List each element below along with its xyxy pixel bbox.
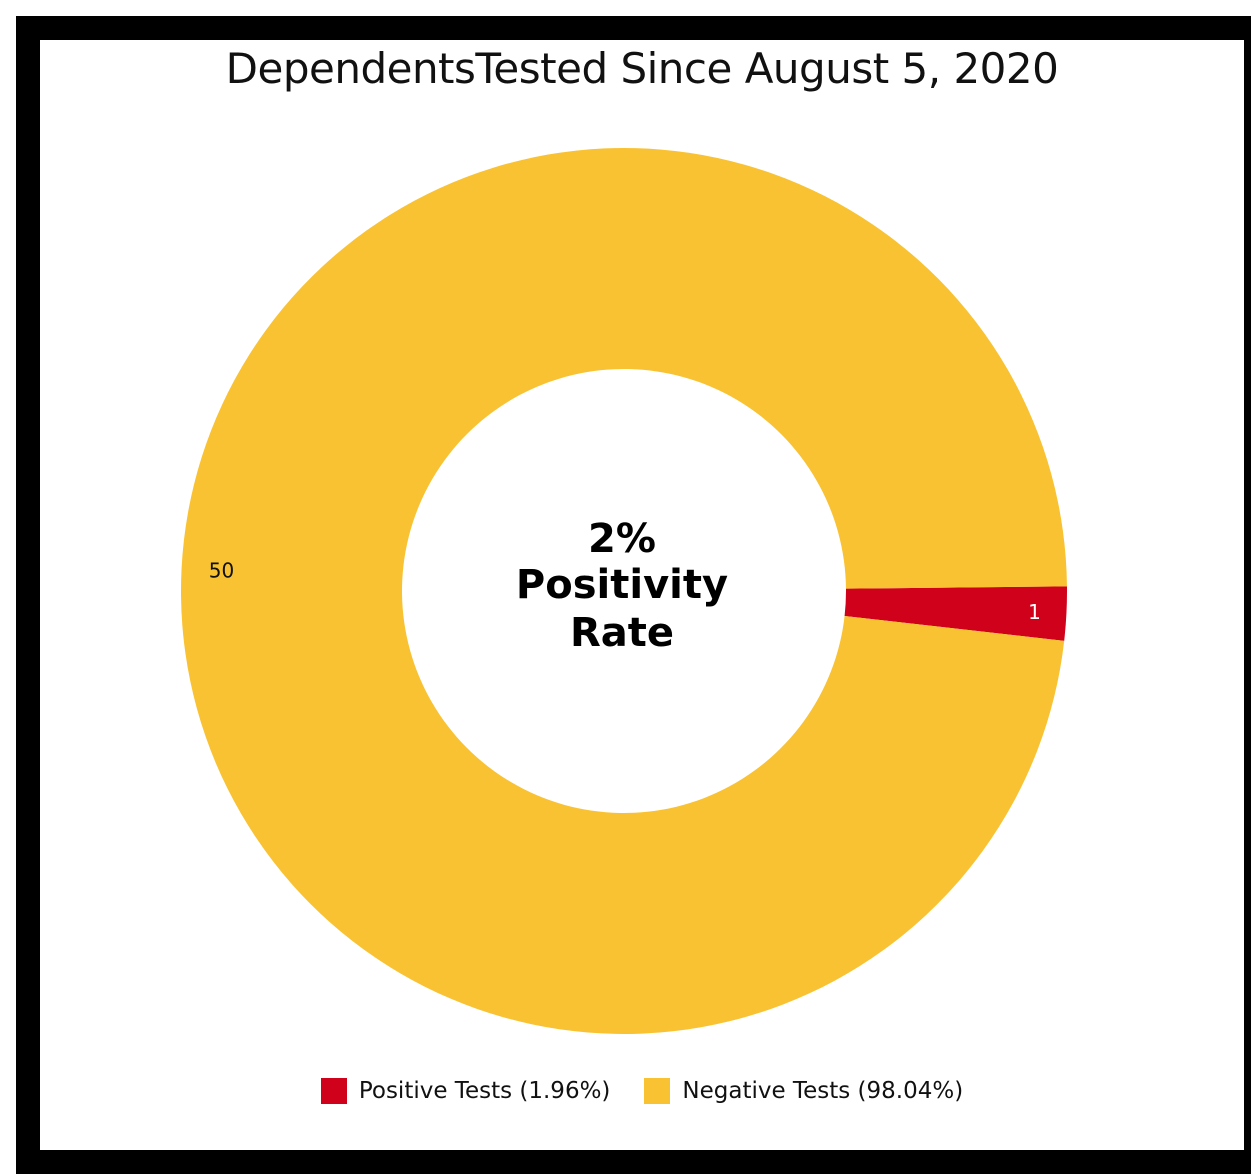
legend-label-negative: Negative Tests (98.04%) (682, 1078, 964, 1104)
legend-swatch-positive (320, 1078, 347, 1104)
legend: Positive Tests (1.96%) Negative Tests (9… (40, 1078, 1244, 1104)
chart-frame: DependentsTested Since August 5, 2020 1 5… (16, 16, 1251, 1174)
slice-0[interactable] (844, 586, 1067, 641)
chart-title: DependentsTested Since August 5, 2020 (225, 44, 1059, 93)
center-text-line-3: Rate (570, 610, 674, 656)
slice-1[interactable] (181, 147, 1067, 1034)
data-labels-group: 1 50 (209, 558, 1041, 624)
center-text-line-1: 2% (588, 516, 656, 562)
slices-group (181, 147, 1067, 1034)
data-label-1: 50 (209, 558, 234, 582)
donut-chart: 1 50 2% Positivity Rate (181, 147, 1067, 1034)
legend-item-positive[interactable]: Positive Tests (1.96%) (320, 1078, 611, 1104)
legend-item-negative[interactable]: Negative Tests (98.04%) (644, 1078, 963, 1104)
legend-swatch-negative (644, 1078, 671, 1104)
center-text-line-2: Positivity (516, 562, 728, 608)
data-label-0: 1 (1028, 600, 1041, 624)
legend-label-positive: Positive Tests (1.96%) (358, 1078, 611, 1104)
